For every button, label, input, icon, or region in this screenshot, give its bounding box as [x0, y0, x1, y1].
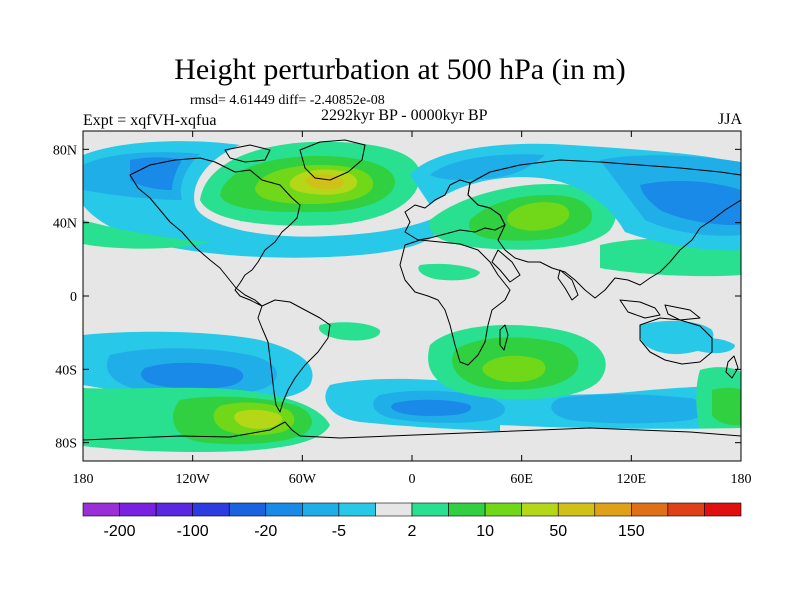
colorbar-swatch — [155, 502, 193, 517]
arabia-india-coast — [491, 249, 579, 301]
colorbar-label: -200 — [104, 523, 136, 540]
colorbar-swatch — [119, 502, 157, 517]
experiment-label: Expt = xqfVH-xqfua — [83, 112, 217, 129]
lon-tick-label: 0 — [409, 472, 416, 487]
positive-anomaly-north-atlantic — [200, 141, 420, 226]
lat-tick-label: 0 — [70, 290, 77, 305]
colorbar-swatch — [338, 502, 376, 517]
asia-coast — [467, 159, 741, 299]
season-label: JJA — [717, 111, 742, 128]
latitude-axis: 80N 40N 0 40S 80S — [53, 143, 741, 452]
lon-tick-label: 120W — [176, 472, 211, 487]
colorbar-label: -20 — [254, 523, 277, 540]
tropical-anomaly-patches — [318, 263, 735, 354]
colorbar-swatch — [667, 502, 705, 517]
colorbar-label: 50 — [549, 523, 567, 540]
colorbar-label: -100 — [177, 523, 209, 540]
colorbar-swatch — [448, 502, 486, 517]
lon-tick-label: 60E — [510, 472, 533, 487]
colorbar-swatch — [521, 502, 559, 517]
lat-tick-label: 80S — [55, 437, 77, 452]
colorbar-swatch — [411, 502, 449, 517]
colorbar-swatch — [631, 502, 669, 517]
africa-coast — [399, 239, 511, 366]
colorbar-label: 10 — [476, 523, 494, 540]
colorbar: -200 -100 -20 -5 2 10 50 150 — [82, 502, 742, 540]
positive-anomaly-eurasia — [429, 184, 741, 277]
colorbar-swatch — [302, 502, 340, 517]
lat-tick-label: 40N — [53, 217, 77, 232]
longitude-axis: 180 120W 60W 0 60E 120E 180 — [73, 131, 752, 487]
colorbar-swatch — [82, 502, 120, 517]
lon-tick-label: 120E — [617, 472, 647, 487]
negative-anomaly-north-pacific — [83, 141, 442, 258]
colorbar-label: 150 — [618, 523, 645, 540]
colorbar-swatch — [557, 502, 596, 517]
colorbar-swatch — [594, 502, 632, 517]
south-america-coast — [257, 299, 331, 413]
colorbar-label: -5 — [332, 523, 346, 540]
negative-anomaly-siberia — [410, 143, 741, 251]
colorbar-swatch — [192, 502, 230, 517]
positive-anomaly-south — [83, 325, 741, 461]
north-america-coast — [129, 157, 301, 307]
greenland-coast — [299, 139, 366, 181]
lat-tick-label: 80N — [53, 143, 77, 158]
lon-tick-label: 60W — [289, 472, 317, 487]
colorbar-swatch — [228, 502, 267, 517]
colorbar-swatch — [484, 502, 522, 517]
maritime-continent-coast — [619, 299, 701, 321]
stats-label: rmsd= 4.61449 diff= -2.40852e-08 — [190, 93, 385, 108]
plot-title: Height perturbation at 500 hPa (in m) — [174, 53, 626, 86]
lon-tick-label: 180 — [73, 472, 94, 487]
antarctica-coast — [83, 421, 741, 441]
colorbar-swatch — [375, 502, 413, 517]
colorbar-swatch — [265, 502, 303, 517]
lat-tick-label: 40S — [55, 363, 77, 378]
colorbar-label: 2 — [408, 523, 417, 540]
madagascar-coast — [499, 324, 509, 351]
period-label: 2292kyr BP - 0000kyr BP — [321, 107, 488, 124]
map-panel — [83, 131, 741, 461]
australia-coast — [639, 317, 713, 365]
anomaly-contours — [83, 141, 741, 461]
new-zealand-coast — [725, 355, 739, 379]
lon-tick-label: 180 — [731, 472, 752, 487]
coastlines — [83, 139, 741, 441]
arctic-islands-coast — [224, 144, 271, 163]
colorbar-swatch — [704, 502, 742, 517]
